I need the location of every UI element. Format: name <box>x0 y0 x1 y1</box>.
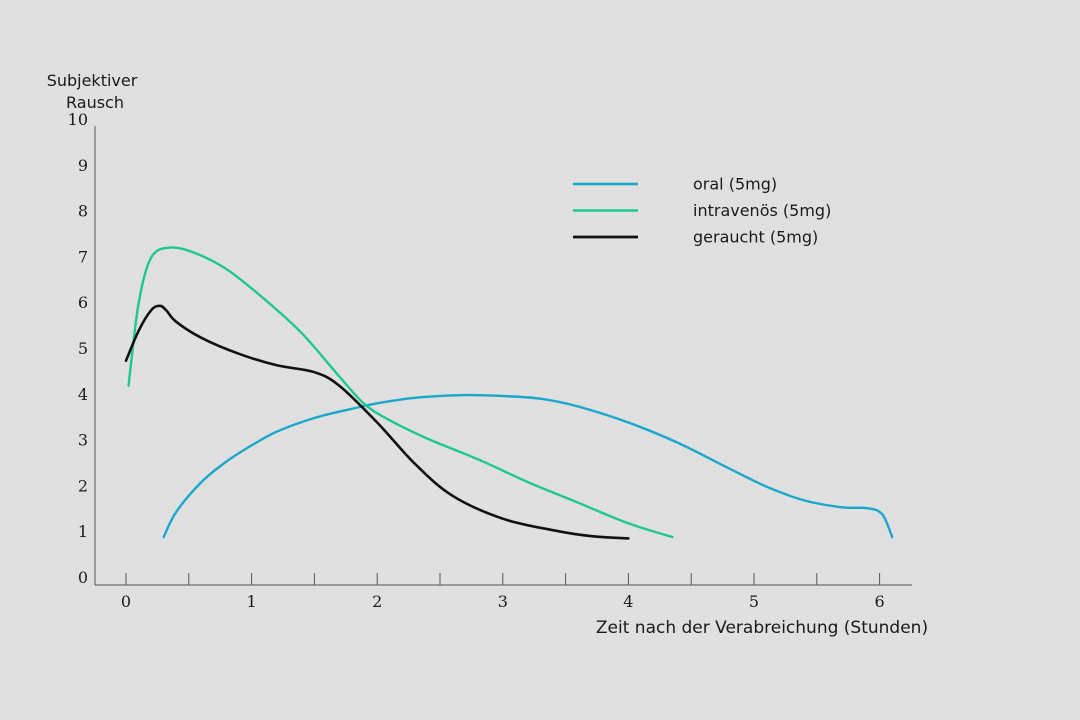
legend: oral (5mg) intravenös (5mg) geraucht (5mg) <box>573 175 831 247</box>
y-tick-label: 9 <box>78 156 88 175</box>
y-tick-label: 4 <box>78 385 88 404</box>
x-tick-label: 3 <box>498 592 508 611</box>
x-axis-label: Zeit nach der Verabreichung (Stunden) <box>596 618 928 638</box>
y-tick-label: 7 <box>78 247 88 266</box>
y-tick-label: 2 <box>78 476 88 495</box>
series-lines <box>124 246 894 540</box>
y-tick-label: 1 <box>78 522 88 541</box>
y-axis-label-line-2: Rausch <box>66 93 124 112</box>
x-tick-labels: 0 1 2 3 4 5 6 <box>121 592 885 611</box>
legend-label: oral (5mg) <box>693 175 777 194</box>
y-axis-label: Subjektiver Rausch <box>47 71 138 112</box>
y-tick-labels: 0 1 2 3 4 5 6 7 8 9 10 <box>68 110 88 587</box>
series-line-intravenous <box>127 246 674 539</box>
x-tick-label: 2 <box>372 592 382 611</box>
x-tick-label: 4 <box>623 592 633 611</box>
y-tick-label: 8 <box>78 202 88 221</box>
legend-label: geraucht (5mg) <box>693 228 818 247</box>
x-tick-label: 0 <box>121 592 131 611</box>
x-tick-label: 6 <box>875 592 885 611</box>
y-tick-label: 6 <box>78 293 88 312</box>
axes <box>94 126 912 586</box>
x-tick-label: 5 <box>749 592 759 611</box>
series-line-oral <box>162 393 894 539</box>
series-line-smoked <box>124 304 630 540</box>
legend-label: intravenös (5mg) <box>693 201 831 220</box>
y-axis-label-line-1: Subjektiver <box>47 71 138 90</box>
y-tick-label: 3 <box>78 431 88 450</box>
y-tick-label: 0 <box>78 568 88 587</box>
x-tick-label: 1 <box>247 592 257 611</box>
y-tick-label: 10 <box>68 110 88 129</box>
y-tick-label: 5 <box>78 339 88 358</box>
